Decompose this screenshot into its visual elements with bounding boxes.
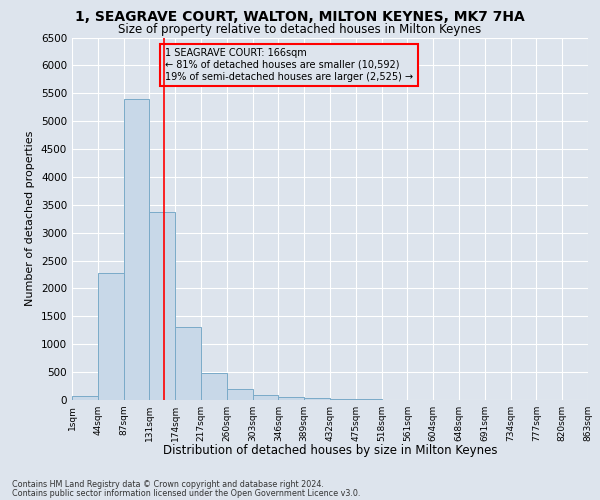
Text: Size of property relative to detached houses in Milton Keynes: Size of property relative to detached ho… (118, 22, 482, 36)
Bar (330, 399, 356, 400)
Bar (278, 397, 304, 400)
Bar (227, 390, 253, 400)
Bar (149, 212, 175, 400)
Text: 1 SEAGRAVE COURT: 166sqm
← 81% of detached houses are smaller (10,592)
19% of se: 1 SEAGRAVE COURT: 166sqm ← 81% of detach… (165, 48, 413, 82)
Bar (253, 395, 278, 400)
Bar (304, 398, 330, 400)
Bar (124, 99, 149, 400)
Text: Contains HM Land Registry data © Crown copyright and database right 2024.: Contains HM Land Registry data © Crown c… (12, 480, 324, 489)
X-axis label: Distribution of detached houses by size in Milton Keynes: Distribution of detached houses by size … (163, 444, 497, 457)
Bar (98, 273, 124, 400)
Y-axis label: Number of detached properties: Number of detached properties (25, 131, 35, 306)
Bar (201, 373, 227, 400)
Bar (72, 396, 98, 400)
Text: 1, SEAGRAVE COURT, WALTON, MILTON KEYNES, MK7 7HA: 1, SEAGRAVE COURT, WALTON, MILTON KEYNES… (75, 10, 525, 24)
Bar (175, 327, 201, 400)
Text: Contains public sector information licensed under the Open Government Licence v3: Contains public sector information licen… (12, 488, 361, 498)
